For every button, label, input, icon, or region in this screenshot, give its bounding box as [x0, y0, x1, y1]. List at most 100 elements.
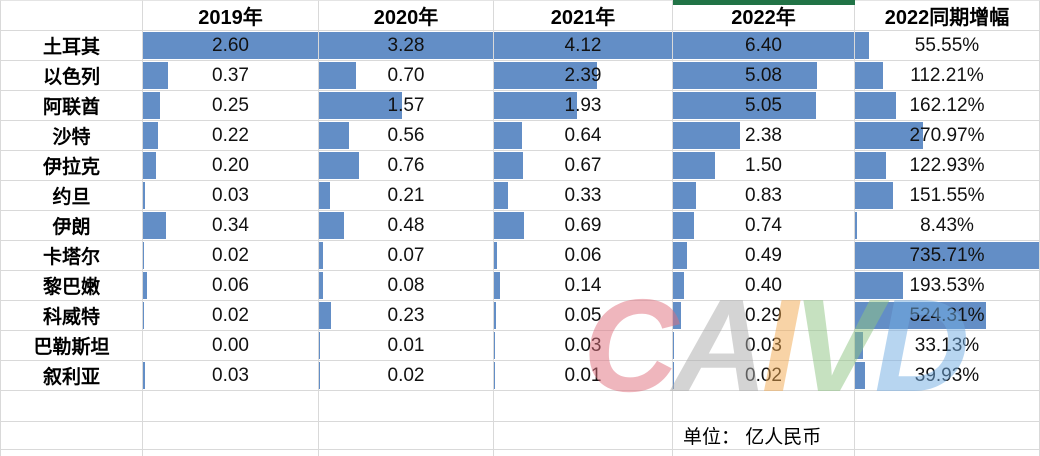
- value-cell[interactable]: 0.74: [673, 211, 855, 241]
- value-cell[interactable]: 0.01: [494, 361, 673, 391]
- value-cell[interactable]: 0.23: [319, 301, 494, 331]
- value-cell[interactable]: 55.55%: [855, 31, 1040, 61]
- value-cell[interactable]: 0.64: [494, 121, 673, 151]
- empty-cell[interactable]: [143, 422, 319, 450]
- value-cell[interactable]: 112.21%: [855, 61, 1040, 91]
- data-bar: [673, 302, 682, 329]
- value-cell[interactable]: 33.13%: [855, 331, 1040, 361]
- value-cell[interactable]: 0.03: [494, 331, 673, 361]
- value-cell[interactable]: 0.21: [319, 181, 494, 211]
- row-label-cell[interactable]: 黎巴嫩: [0, 271, 143, 301]
- value-cell[interactable]: 0.06: [494, 241, 673, 271]
- value-cell[interactable]: 0.03: [143, 181, 319, 211]
- value-cell[interactable]: 193.53%: [855, 271, 1040, 301]
- value-cell[interactable]: 122.93%: [855, 151, 1040, 181]
- value-cell[interactable]: 524.31%: [855, 301, 1040, 331]
- value-cell[interactable]: 0.25: [143, 91, 319, 121]
- value-cell[interactable]: 0.33: [494, 181, 673, 211]
- value-cell[interactable]: 2.38: [673, 121, 855, 151]
- empty-cell[interactable]: [319, 422, 494, 450]
- empty-cell[interactable]: [0, 422, 143, 450]
- value-cell[interactable]: 0.02: [143, 301, 319, 331]
- column-header[interactable]: 2020年: [319, 0, 494, 31]
- value-cell[interactable]: 0.34: [143, 211, 319, 241]
- cell-value: 0.74: [745, 214, 782, 236]
- row-label-cell[interactable]: 巴勒斯坦: [0, 331, 143, 361]
- value-cell[interactable]: 5.05: [673, 91, 855, 121]
- row-label-cell[interactable]: 叙利亚: [0, 361, 143, 391]
- value-cell[interactable]: 0.02: [673, 361, 855, 391]
- empty-cell[interactable]: [494, 391, 673, 422]
- cell-value: 0.67: [564, 154, 602, 176]
- data-bar: [143, 122, 158, 149]
- value-cell[interactable]: 3.28: [319, 31, 494, 61]
- data-bar: [673, 152, 716, 179]
- row-label-cell[interactable]: 阿联酋: [0, 91, 143, 121]
- value-cell[interactable]: 0.83: [673, 181, 855, 211]
- value-cell[interactable]: 0.05: [494, 301, 673, 331]
- value-cell[interactable]: 0.40: [673, 271, 855, 301]
- value-cell[interactable]: 0.76: [319, 151, 494, 181]
- empty-cell: [0, 450, 143, 456]
- value-cell[interactable]: 4.12: [494, 31, 673, 61]
- value-cell[interactable]: 0.07: [319, 241, 494, 271]
- value-cell[interactable]: 0.48: [319, 211, 494, 241]
- value-cell[interactable]: 0.08: [319, 271, 494, 301]
- value-cell[interactable]: 1.57: [319, 91, 494, 121]
- value-cell[interactable]: 0.06: [143, 271, 319, 301]
- column-header[interactable]: 2021年: [494, 0, 673, 31]
- value-cell[interactable]: 39.93%: [855, 361, 1040, 391]
- value-cell[interactable]: 0.02: [143, 241, 319, 271]
- cell-value: 0.21: [387, 184, 425, 206]
- row-label-cell[interactable]: 伊拉克: [0, 151, 143, 181]
- value-cell[interactable]: 0.03: [673, 331, 855, 361]
- row-label-cell[interactable]: 土耳其: [0, 31, 143, 61]
- empty-cell[interactable]: [855, 422, 1040, 450]
- empty-cell[interactable]: [494, 422, 673, 450]
- value-cell[interactable]: 0.02: [319, 361, 494, 391]
- value-cell[interactable]: 0.00: [143, 331, 319, 361]
- value-cell[interactable]: 0.69: [494, 211, 673, 241]
- value-cell[interactable]: 0.49: [673, 241, 855, 271]
- value-cell[interactable]: 270.97%: [855, 121, 1040, 151]
- data-bar: [319, 242, 323, 269]
- value-cell[interactable]: 6.40: [673, 31, 855, 61]
- empty-cell[interactable]: [673, 391, 855, 422]
- row-label-cell[interactable]: 以色列: [0, 61, 143, 91]
- value-cell[interactable]: 8.43%: [855, 211, 1040, 241]
- value-cell[interactable]: 0.14: [494, 271, 673, 301]
- value-cell[interactable]: 0.22: [143, 121, 319, 151]
- row-label-cell[interactable]: 约旦: [0, 181, 143, 211]
- value-cell[interactable]: 2.60: [143, 31, 319, 61]
- empty-cell[interactable]: [0, 391, 143, 422]
- value-cell[interactable]: 0.67: [494, 151, 673, 181]
- row-label: 以色列: [42, 67, 100, 88]
- value-cell[interactable]: 0.01: [319, 331, 494, 361]
- value-cell[interactable]: 162.12%: [855, 91, 1040, 121]
- value-cell[interactable]: 0.20: [143, 151, 319, 181]
- column-header[interactable]: 2019年: [143, 0, 319, 31]
- value-cell[interactable]: 0.29: [673, 301, 855, 331]
- value-cell[interactable]: 735.71%: [855, 241, 1040, 271]
- row-label-cell[interactable]: 沙特: [0, 121, 143, 151]
- cell-value: 0.03: [212, 184, 249, 206]
- value-cell[interactable]: 0.56: [319, 121, 494, 151]
- value-cell[interactable]: 1.50: [673, 151, 855, 181]
- unit-cell[interactable]: 单位： 亿人民币: [673, 422, 855, 450]
- empty-cell[interactable]: [855, 391, 1040, 422]
- data-bar: [494, 302, 497, 329]
- row-label-cell[interactable]: 科威特: [0, 301, 143, 331]
- value-cell[interactable]: 2.39: [494, 61, 673, 91]
- value-cell[interactable]: 151.55%: [855, 181, 1040, 211]
- column-header[interactable]: 2022同期增幅: [855, 0, 1040, 31]
- value-cell[interactable]: 5.08: [673, 61, 855, 91]
- empty-cell[interactable]: [319, 391, 494, 422]
- row-label-cell[interactable]: 卡塔尔: [0, 241, 143, 271]
- value-cell[interactable]: 1.93: [494, 91, 673, 121]
- value-cell[interactable]: 0.03: [143, 361, 319, 391]
- value-cell[interactable]: 0.37: [143, 61, 319, 91]
- empty-cell[interactable]: [143, 391, 319, 422]
- corner-cell[interactable]: [0, 0, 143, 31]
- row-label-cell[interactable]: 伊朗: [0, 211, 143, 241]
- value-cell[interactable]: 0.70: [319, 61, 494, 91]
